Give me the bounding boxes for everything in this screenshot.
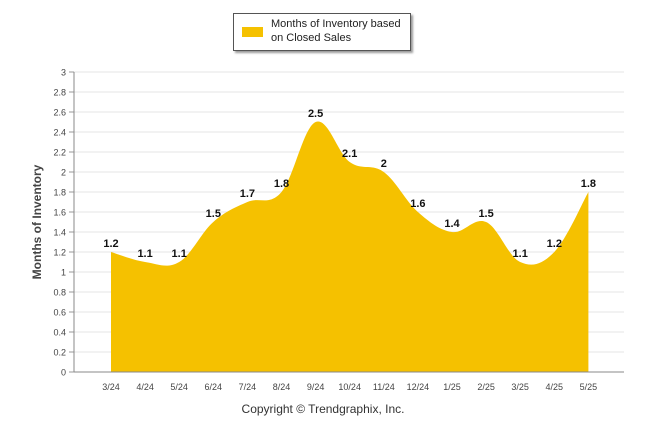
data-label: 1.1: [513, 248, 528, 260]
y-axis-label: Months of Inventory: [30, 164, 44, 280]
x-tick-label: 3/25: [511, 382, 529, 392]
data-label: 1.2: [103, 238, 118, 250]
x-tick-label: 5/25: [580, 382, 598, 392]
y-tick-label: 1.4: [53, 228, 66, 238]
y-tick-label: 1.2: [53, 248, 66, 258]
x-tick-label: 11/24: [373, 382, 395, 392]
x-tick-label: 8/24: [273, 382, 291, 392]
axes: [73, 72, 624, 373]
x-tick-label: 4/25: [546, 382, 564, 392]
data-label: 1.7: [240, 188, 255, 200]
legend: Months of Inventory based on Closed Sale…: [233, 13, 411, 51]
x-tick-label: 9/24: [307, 382, 325, 392]
legend-swatch: [242, 27, 263, 37]
y-tick-label: 1: [61, 268, 66, 278]
x-tick-label: 4/24: [136, 382, 154, 392]
x-tick-label: 7/24: [239, 382, 257, 392]
y-axis-ticks: 0 0.2 0.4 0.6 0.8 1 1.2 1.4 1.6 1.8 2 2.2 2.4 2.6 2.8 3: [53, 68, 74, 378]
y-tick-label: 0.2: [53, 348, 66, 358]
data-label: 1.1: [137, 248, 152, 260]
y-tick-label: 2.6: [53, 108, 66, 118]
series-area-months-of-inventory: [111, 121, 589, 372]
legend-label: Months of Inventory based on Closed Sale…: [271, 18, 401, 44]
data-label: 2.1: [342, 148, 357, 160]
y-tick-label: 0.6: [53, 308, 66, 318]
data-labels: 1.2 1.1 1.1 1.5 1.7 1.8 2.5 2.1 2 1.6 1.4 1.5 1.1 1.2…: [103, 108, 596, 260]
y-tick-label: 0.4: [53, 328, 66, 338]
x-tick-label: 6/24: [205, 382, 223, 392]
x-tick-label: 12/24: [407, 382, 430, 392]
y-tick-label: 2.2: [53, 148, 66, 158]
data-label: 1.8: [274, 178, 289, 190]
data-label: 1.5: [206, 208, 221, 220]
copyright-footer: Copyright © Trendgraphix, Inc.: [241, 402, 405, 416]
data-label: 1.6: [410, 198, 425, 210]
y-tick-label: 2.8: [53, 88, 66, 98]
data-label: 1.1: [172, 248, 187, 260]
data-label: 2: [381, 158, 387, 170]
y-tick-label: 1.6: [53, 208, 66, 218]
data-label: 2.5: [308, 108, 323, 120]
x-tick-label: 10/24: [338, 382, 361, 392]
data-label: 1.2: [547, 238, 562, 250]
x-axis-ticks: 3/24 4/24 5/24 6/24 7/24 8/24 9/24 10/24 11/24 12…: [102, 382, 597, 392]
y-tick-label: 3: [61, 68, 66, 78]
data-label: 1.5: [478, 208, 493, 220]
y-tick-label: 2: [61, 168, 66, 178]
y-tick-label: 1.8: [53, 188, 66, 198]
data-label: 1.4: [444, 218, 460, 230]
x-tick-label: 5/24: [170, 382, 188, 392]
x-tick-label: 1/25: [443, 382, 461, 392]
x-tick-label: 2/25: [477, 382, 495, 392]
x-tick-label: 3/24: [102, 382, 120, 392]
y-tick-label: 0.8: [53, 288, 66, 298]
y-tick-label: 2.4: [53, 128, 66, 138]
data-label: 1.8: [581, 178, 596, 190]
y-tick-label: 0: [61, 368, 66, 378]
